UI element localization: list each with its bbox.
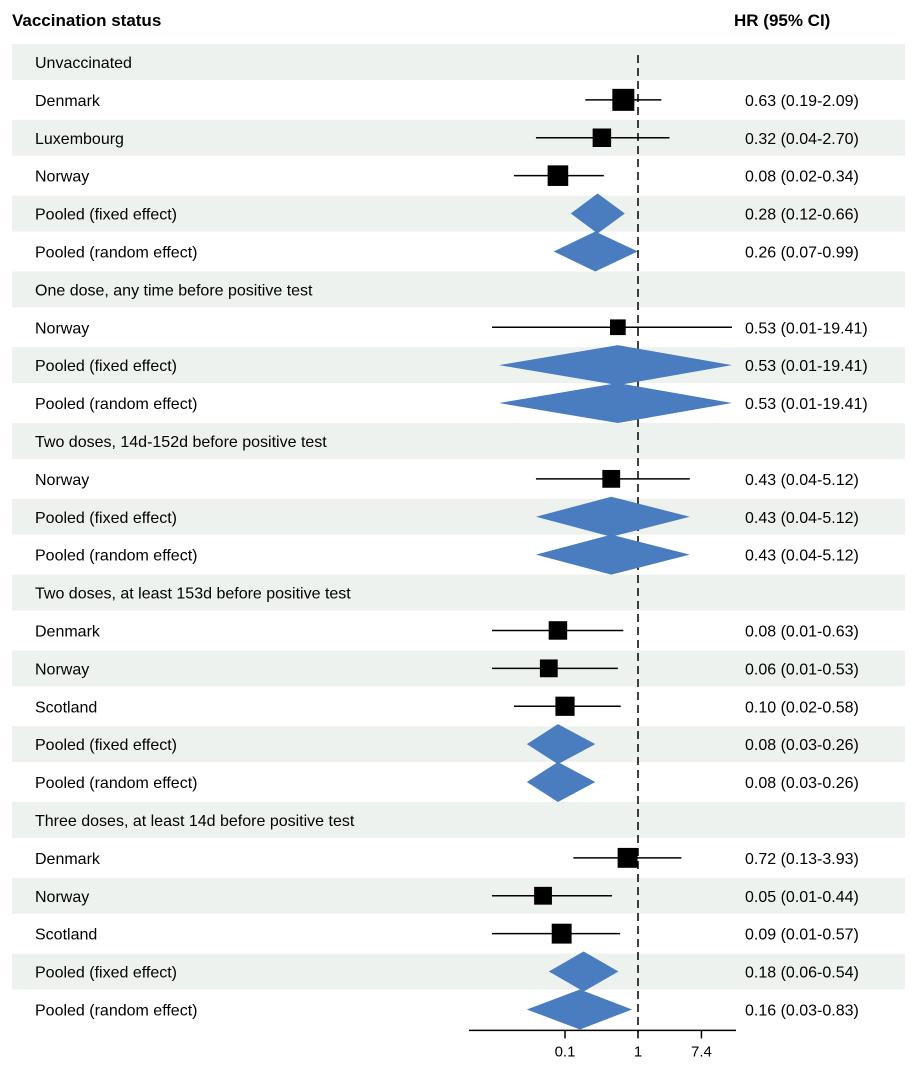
row-band xyxy=(12,271,905,308)
x-axis: 0.1 1 7.4 xyxy=(469,1029,736,1060)
hr-ci-value: 0.43 (0.04-5.12) xyxy=(745,548,859,565)
x-tick-label: 0.1 xyxy=(555,1043,576,1060)
hr-ci-value: 0.43 (0.04-5.12) xyxy=(745,472,859,489)
row-band xyxy=(12,802,905,838)
point-estimate-square xyxy=(551,923,572,944)
study-label: Scotland xyxy=(35,699,97,716)
row-band xyxy=(12,195,905,232)
study-label: Luxembourg xyxy=(35,131,124,148)
point-estimate-square xyxy=(539,659,558,678)
hr-ci-value: 0.43 (0.04-5.12) xyxy=(745,510,859,527)
study-label: Scotland xyxy=(35,927,97,944)
plot-marks xyxy=(492,88,732,1030)
row-band xyxy=(12,650,905,687)
pooled-diamond xyxy=(570,193,625,234)
study-label: Denmark xyxy=(35,93,101,110)
pooled-diamond xyxy=(553,231,638,272)
hr-ci-value: 0.08 (0.03-0.26) xyxy=(745,737,859,754)
hr-ci-value: 0.72 (0.13-3.93) xyxy=(745,851,859,868)
hr-ci-value: 0.63 (0.19-2.09) xyxy=(745,93,859,110)
point-estimate-square xyxy=(610,319,626,336)
hr-ci-value: 0.08 (0.02-0.34) xyxy=(745,169,859,186)
pooled-diamond xyxy=(526,762,596,803)
pooled-label: Pooled (random effect) xyxy=(35,1002,197,1019)
hr-ci-value: 0.53 (0.01-19.41) xyxy=(745,320,868,337)
group-heading: Two doses, 14d-152d before positive test xyxy=(35,434,327,451)
pooled-label: Pooled (fixed effect) xyxy=(35,358,177,375)
row-band xyxy=(12,953,905,990)
pooled-label: Pooled (random effect) xyxy=(35,244,197,261)
pooled-diamond xyxy=(535,496,690,537)
hr-ci-value: 0.16 (0.03-0.83) xyxy=(745,1002,859,1019)
pooled-diamond xyxy=(535,534,690,575)
group-heading: Unvaccinated xyxy=(35,55,132,72)
hr-ci-value: 0.53 (0.01-19.41) xyxy=(745,396,868,413)
hr-ci-value: 0.06 (0.01-0.53) xyxy=(745,661,859,678)
row-band xyxy=(12,877,905,914)
pooled-label: Pooled (fixed effect) xyxy=(35,510,177,527)
hr-ci-value: 0.28 (0.12-0.66) xyxy=(745,207,859,224)
hr-ci-value: 0.09 (0.01-0.57) xyxy=(745,927,859,944)
row-band xyxy=(12,726,905,763)
row-band xyxy=(12,574,905,611)
point-estimate-square xyxy=(602,469,621,488)
hr-ci-value: 0.10 (0.02-0.58) xyxy=(745,699,859,716)
group-heading: One dose, any time before positive test xyxy=(35,282,313,299)
row-values: 0.63 (0.19-2.09) 0.32 (0.04-2.70) 0.08 (0.… xyxy=(745,93,868,1020)
point-estimate-square xyxy=(547,165,569,186)
row-band xyxy=(12,119,905,156)
row-band xyxy=(12,498,905,535)
label-column-header: Vaccination status xyxy=(12,11,161,30)
row-bands xyxy=(12,44,905,990)
pooled-label: Pooled (fixed effect) xyxy=(35,965,177,982)
study-label: Norway xyxy=(35,169,89,186)
pooled-label: Pooled (random effect) xyxy=(35,548,197,565)
pooled-diamond xyxy=(548,951,619,992)
pooled-diamond xyxy=(526,724,596,765)
hr-ci-value: 0.08 (0.01-0.63) xyxy=(745,623,859,640)
row-labels: Unvaccinated Denmark Luxembourg Norway Poole… xyxy=(35,55,355,1020)
study-label: Norway xyxy=(35,320,89,337)
hr-ci-value: 0.18 (0.06-0.54) xyxy=(745,965,859,982)
pooled-diamond xyxy=(499,345,732,386)
pooled-label: Pooled (random effect) xyxy=(35,396,197,413)
pooled-diamond xyxy=(499,383,732,424)
row-band xyxy=(12,347,905,384)
study-label: Norway xyxy=(35,472,89,489)
x-tick-label: 1 xyxy=(634,1043,642,1060)
hr-ci-value: 0.53 (0.01-19.41) xyxy=(745,358,868,375)
hr-ci-value: 0.32 (0.04-2.70) xyxy=(745,131,859,148)
hr-ci-value: 0.08 (0.03-0.26) xyxy=(745,775,859,792)
point-estimate-square xyxy=(617,847,638,868)
row-band xyxy=(12,423,905,459)
group-heading: Two doses, at least 153d before positive… xyxy=(35,586,351,603)
x-tick-label: 7.4 xyxy=(691,1043,712,1060)
point-estimate-square xyxy=(548,621,568,640)
study-label: Denmark xyxy=(35,623,101,640)
group-heading: Three doses, at least 14d before positiv… xyxy=(35,813,355,830)
point-estimate-square xyxy=(612,88,635,111)
pooled-diamond xyxy=(526,989,633,1030)
study-label: Denmark xyxy=(35,851,101,868)
point-estimate-square xyxy=(592,128,612,147)
point-estimate-square xyxy=(534,886,552,905)
study-label: Norway xyxy=(35,661,89,678)
hr-ci-value: 0.26 (0.07-0.99) xyxy=(745,244,859,261)
value-column-header: HR (95% CI) xyxy=(734,11,830,30)
pooled-label: Pooled (random effect) xyxy=(35,775,197,792)
point-estimate-square xyxy=(555,696,575,716)
pooled-label: Pooled (fixed effect) xyxy=(35,737,177,754)
hr-ci-value: 0.05 (0.01-0.44) xyxy=(745,889,859,906)
pooled-label: Pooled (fixed effect) xyxy=(35,207,177,224)
row-band xyxy=(12,44,905,80)
study-label: Norway xyxy=(35,889,89,906)
